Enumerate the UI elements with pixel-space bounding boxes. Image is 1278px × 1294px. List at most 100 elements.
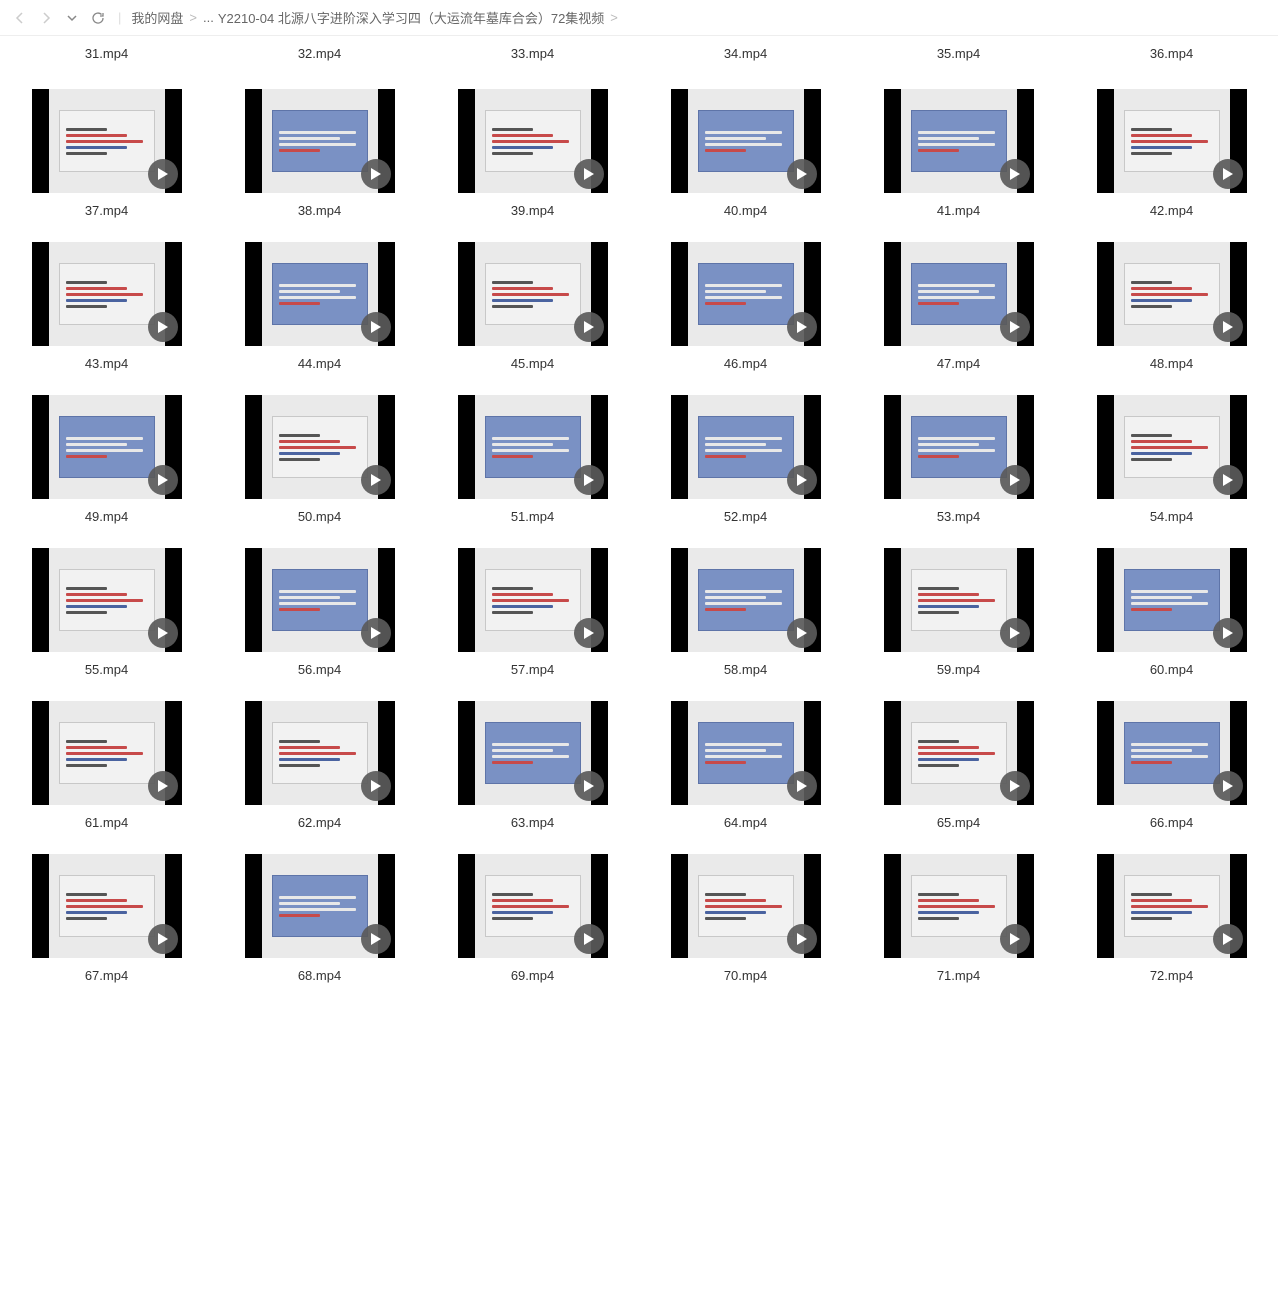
video-thumbnail[interactable] — [671, 242, 821, 346]
file-label: 64.mp4 — [671, 815, 821, 830]
file-item[interactable]: 72.mp4 — [1085, 854, 1258, 983]
file-item[interactable]: 65.mp4 — [872, 701, 1045, 830]
breadcrumb-root[interactable]: 我的网盘 — [131, 8, 183, 27]
file-item[interactable]: 47.mp4 — [872, 242, 1045, 371]
video-thumbnail[interactable] — [458, 89, 608, 193]
file-item[interactable]: 41.mp4 — [872, 89, 1045, 218]
thumbnail-image — [1114, 242, 1230, 346]
file-item[interactable]: 52.mp4 — [659, 395, 832, 524]
video-thumbnail[interactable] — [458, 242, 608, 346]
file-label[interactable]: 35.mp4 — [872, 46, 1045, 61]
file-item[interactable]: 50.mp4 — [233, 395, 406, 524]
nav-refresh-button[interactable] — [88, 8, 108, 28]
file-item[interactable]: 54.mp4 — [1085, 395, 1258, 524]
file-item[interactable]: 57.mp4 — [446, 548, 619, 677]
video-thumbnail[interactable] — [1097, 701, 1247, 805]
file-item[interactable]: 51.mp4 — [446, 395, 619, 524]
video-thumbnail[interactable] — [245, 89, 395, 193]
file-item[interactable]: 67.mp4 — [20, 854, 193, 983]
video-thumbnail[interactable] — [458, 854, 608, 958]
video-thumbnail[interactable] — [884, 395, 1034, 499]
thumbnail-image — [901, 89, 1017, 193]
file-item[interactable]: 42.mp4 — [1085, 89, 1258, 218]
video-thumbnail[interactable] — [245, 701, 395, 805]
file-item[interactable]: 55.mp4 — [20, 548, 193, 677]
video-thumbnail[interactable] — [32, 242, 182, 346]
file-item[interactable]: 44.mp4 — [233, 242, 406, 371]
video-thumbnail[interactable] — [32, 395, 182, 499]
file-label: 63.mp4 — [458, 815, 608, 830]
file-label: 60.mp4 — [1097, 662, 1247, 677]
file-item[interactable]: 45.mp4 — [446, 242, 619, 371]
file-label[interactable]: 31.mp4 — [20, 46, 193, 61]
video-thumbnail[interactable] — [1097, 854, 1247, 958]
file-item[interactable]: 48.mp4 — [1085, 242, 1258, 371]
file-item[interactable]: 63.mp4 — [446, 701, 619, 830]
thumbnail-image — [901, 854, 1017, 958]
nav-back-button[interactable] — [10, 8, 30, 28]
video-thumbnail[interactable] — [1097, 548, 1247, 652]
video-thumbnail[interactable] — [458, 548, 608, 652]
file-item[interactable]: 40.mp4 — [659, 89, 832, 218]
file-item[interactable]: 68.mp4 — [233, 854, 406, 983]
file-item[interactable]: 64.mp4 — [659, 701, 832, 830]
file-item[interactable]: 43.mp4 — [20, 242, 193, 371]
breadcrumb-folder[interactable]: Y2210-04 北源八字进阶深入学习四（大运流年墓库合会）72集视频 — [218, 8, 604, 27]
video-thumbnail[interactable] — [884, 89, 1034, 193]
file-label: 52.mp4 — [671, 509, 821, 524]
file-item[interactable]: 49.mp4 — [20, 395, 193, 524]
video-thumbnail[interactable] — [1097, 89, 1247, 193]
video-thumbnail[interactable] — [32, 854, 182, 958]
play-icon — [574, 618, 604, 648]
thumbnail-image — [475, 701, 591, 805]
file-label: 45.mp4 — [458, 356, 608, 371]
play-icon — [574, 465, 604, 495]
play-icon — [361, 771, 391, 801]
file-label[interactable]: 34.mp4 — [659, 46, 832, 61]
video-thumbnail[interactable] — [32, 548, 182, 652]
video-thumbnail[interactable] — [671, 701, 821, 805]
file-item[interactable]: 59.mp4 — [872, 548, 1045, 677]
file-item[interactable]: 46.mp4 — [659, 242, 832, 371]
file-item[interactable]: 69.mp4 — [446, 854, 619, 983]
video-thumbnail[interactable] — [1097, 395, 1247, 499]
video-thumbnail[interactable] — [32, 89, 182, 193]
video-thumbnail[interactable] — [1097, 242, 1247, 346]
video-thumbnail[interactable] — [245, 242, 395, 346]
file-item[interactable]: 61.mp4 — [20, 701, 193, 830]
file-item[interactable]: 56.mp4 — [233, 548, 406, 677]
video-thumbnail[interactable] — [884, 854, 1034, 958]
video-thumbnail[interactable] — [245, 395, 395, 499]
breadcrumb-ellipsis[interactable]: ... — [203, 10, 214, 25]
video-thumbnail[interactable] — [458, 395, 608, 499]
video-thumbnail[interactable] — [884, 701, 1034, 805]
breadcrumb: 我的网盘 > ... Y2210-04 北源八字进阶深入学习四（大运流年墓库合会… — [131, 8, 620, 27]
nav-dropdown-button[interactable] — [62, 8, 82, 28]
video-thumbnail[interactable] — [884, 242, 1034, 346]
file-item[interactable]: 39.mp4 — [446, 89, 619, 218]
file-item[interactable]: 71.mp4 — [872, 854, 1045, 983]
video-thumbnail[interactable] — [458, 701, 608, 805]
video-thumbnail[interactable] — [671, 395, 821, 499]
file-item[interactable]: 53.mp4 — [872, 395, 1045, 524]
video-thumbnail[interactable] — [32, 701, 182, 805]
video-thumbnail[interactable] — [671, 854, 821, 958]
video-thumbnail[interactable] — [245, 854, 395, 958]
file-label[interactable]: 32.mp4 — [233, 46, 406, 61]
file-item[interactable]: 66.mp4 — [1085, 701, 1258, 830]
video-thumbnail[interactable] — [671, 548, 821, 652]
file-label[interactable]: 33.mp4 — [446, 46, 619, 61]
file-item[interactable]: 37.mp4 — [20, 89, 193, 218]
file-item[interactable]: 62.mp4 — [233, 701, 406, 830]
play-icon — [361, 159, 391, 189]
video-thumbnail[interactable] — [671, 89, 821, 193]
file-label[interactable]: 36.mp4 — [1085, 46, 1258, 61]
file-item[interactable]: 58.mp4 — [659, 548, 832, 677]
file-item[interactable]: 38.mp4 — [233, 89, 406, 218]
play-icon — [361, 924, 391, 954]
video-thumbnail[interactable] — [884, 548, 1034, 652]
file-item[interactable]: 60.mp4 — [1085, 548, 1258, 677]
file-item[interactable]: 70.mp4 — [659, 854, 832, 983]
video-thumbnail[interactable] — [245, 548, 395, 652]
nav-forward-button[interactable] — [36, 8, 56, 28]
